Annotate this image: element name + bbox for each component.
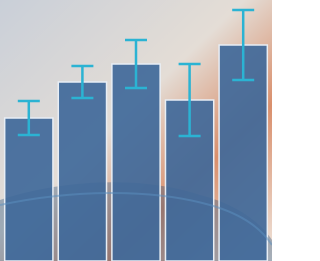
bar [5, 118, 53, 261]
bar [58, 82, 106, 261]
chart [0, 0, 272, 261]
bar [112, 64, 160, 261]
